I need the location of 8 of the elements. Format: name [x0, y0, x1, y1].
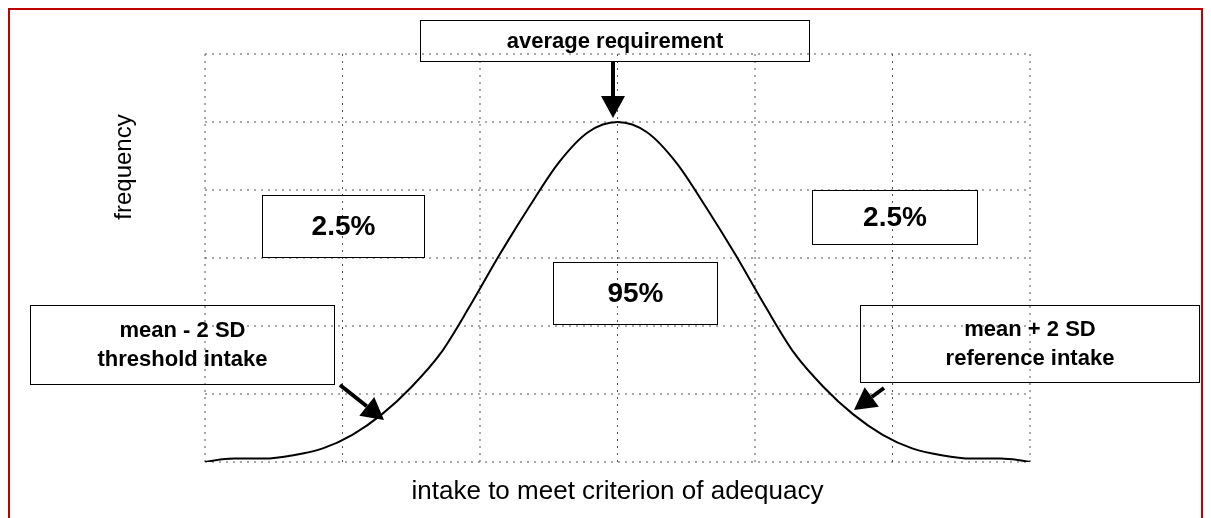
- annotation: mean - 2 SD threshold intake: [30, 305, 335, 385]
- x-axis-title: intake to meet criterion of adequacy: [410, 475, 825, 506]
- y-axis-title: frequency: [109, 113, 137, 222]
- annotation: 2.5%: [812, 190, 978, 245]
- annotation: mean + 2 SD reference intake: [860, 305, 1200, 383]
- text: average requirement: [420, 20, 810, 62]
- annotation: 95%: [553, 262, 718, 325]
- annotation: 2.5%: [262, 195, 425, 258]
